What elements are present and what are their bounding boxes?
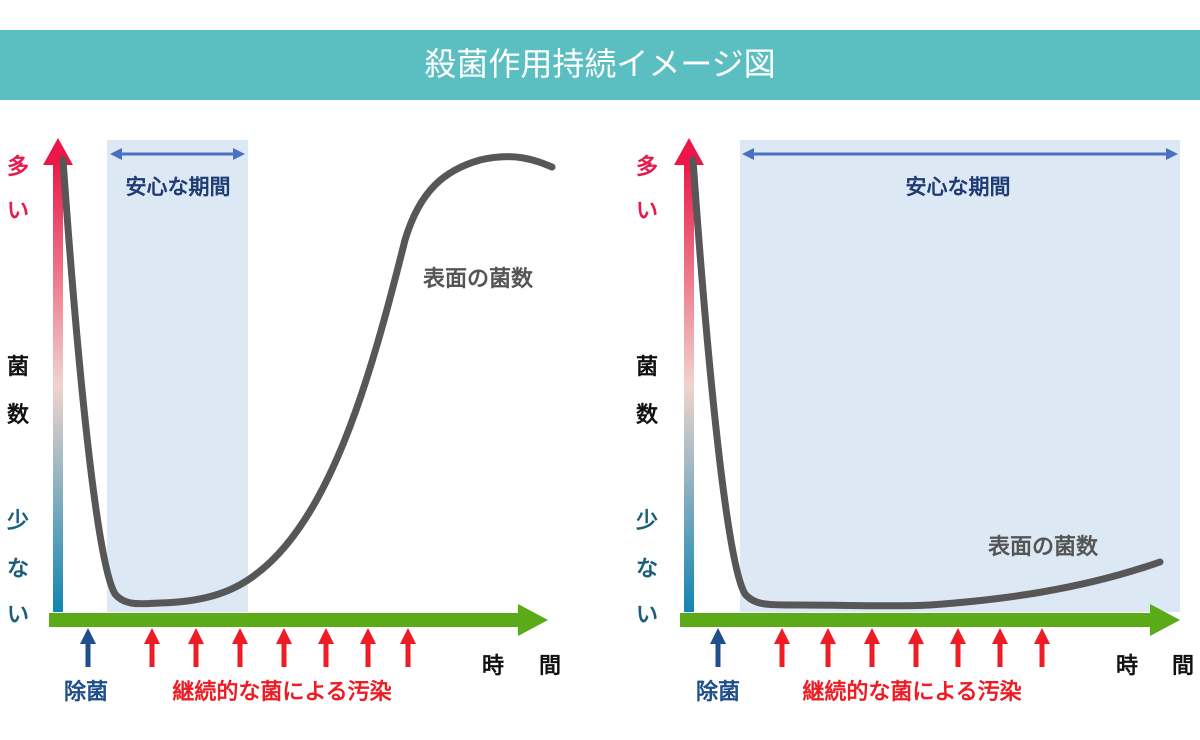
y-axis-label: 少 (6, 509, 29, 534)
x-axis-label: 時 (1116, 654, 1138, 679)
y-axis-label: い (636, 199, 658, 224)
x-axis-head (1150, 604, 1180, 636)
arrow-head (360, 628, 376, 644)
x-axis-label: 時 (482, 654, 504, 679)
x-axis (680, 613, 1152, 627)
safe-period-label: 安心な期間 (126, 175, 231, 199)
title-band (0, 30, 1200, 100)
arrow-head (864, 628, 880, 644)
arrow-head (400, 628, 416, 644)
contamination-label: 継続的な菌による汚染 (802, 679, 1021, 705)
y-axis (684, 160, 694, 612)
safe-period-area (107, 140, 248, 612)
arrow-head (908, 628, 924, 644)
y-axis-label: 多 (636, 154, 658, 180)
arrow-head (992, 628, 1008, 644)
x-axis-label: 間 (539, 654, 561, 679)
x-axis (49, 613, 520, 627)
arrow-head (144, 628, 160, 644)
y-axis-label: 数 (636, 402, 659, 428)
y-axis-label: な (7, 557, 29, 582)
y-axis-label: 菌 (636, 355, 658, 380)
contamination-label: 継続的な菌による汚染 (172, 679, 391, 705)
y-axis-label: 数 (7, 402, 30, 428)
arrow-head (276, 628, 292, 644)
y-axis-head (43, 138, 73, 165)
arrow-head (233, 148, 245, 160)
arrow-head (232, 628, 248, 644)
arrow-head (710, 628, 726, 644)
bacteria-curve (689, 156, 1164, 610)
y-axis-head (674, 138, 704, 165)
y-axis-label: い (636, 603, 658, 628)
arrow-head (1166, 148, 1178, 160)
arrow-head (188, 628, 204, 644)
x-axis-label: 間 (1172, 654, 1194, 679)
arrow-head (318, 628, 334, 644)
arrow-head (820, 628, 836, 644)
y-axis (53, 160, 63, 612)
y-axis-label: い (7, 199, 29, 224)
bacteria-curve (59, 153, 556, 608)
curve-label: 表面の菌数 (423, 266, 534, 292)
safe-period-label: 安心な期間 (906, 175, 1011, 199)
y-axis-label: な (636, 557, 658, 582)
arrow-head (1034, 628, 1050, 644)
title: 殺菌作用持続イメージ図 (424, 45, 775, 83)
y-axis-label: い (7, 603, 29, 628)
arrow-head (742, 148, 754, 160)
arrow-head (774, 628, 790, 644)
y-axis-label: 少 (635, 509, 658, 534)
arrow-head (950, 628, 966, 644)
y-axis-label: 多 (7, 154, 29, 180)
arrow-head (80, 628, 96, 644)
x-axis-head (518, 604, 548, 636)
arrow-head (110, 148, 122, 160)
disinfection-label: 除菌 (696, 679, 740, 705)
disinfection-label: 除菌 (64, 679, 108, 705)
safe-period-area (740, 140, 1180, 612)
y-axis-label: 菌 (7, 355, 29, 380)
curve-label: 表面の菌数 (988, 534, 1099, 560)
